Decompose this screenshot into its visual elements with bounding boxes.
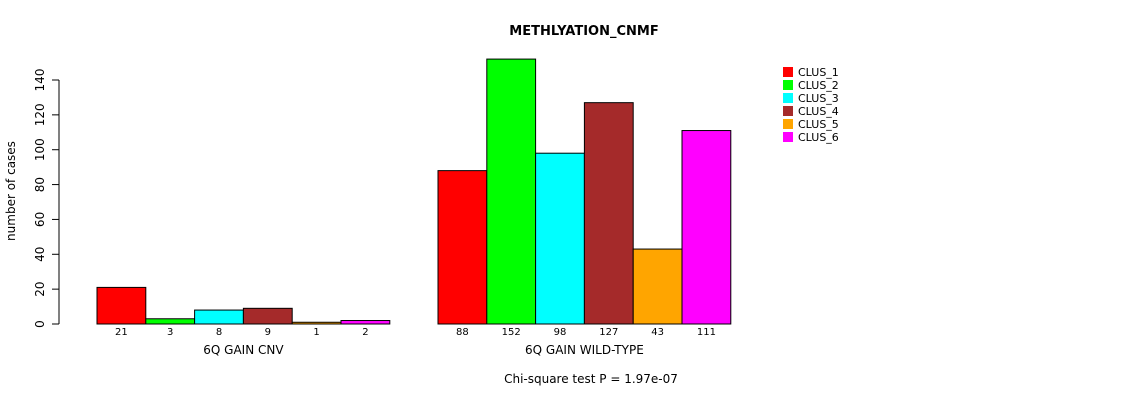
y-axis-label: number of cases — [4, 141, 18, 241]
y-tick-label: 140 — [33, 69, 47, 92]
legend-label-4: CLUS_4 — [798, 105, 839, 118]
y-tick-label: 40 — [33, 247, 47, 262]
bar-value-label: 88 — [456, 327, 469, 338]
group-label: 6Q GAIN CNV — [203, 343, 284, 357]
bar-2-5 — [632, 248, 683, 325]
bar-value-label: 2 — [362, 327, 368, 338]
bar-value-label: 152 — [502, 327, 521, 338]
group-label: 6Q GAIN WILD-TYPE — [525, 343, 644, 357]
bar-value-label: 21 — [115, 327, 128, 338]
y-tick-label: 60 — [33, 212, 47, 227]
bar-1-6 — [340, 320, 391, 325]
bar-value-label: 9 — [265, 327, 271, 338]
legend-swatch-3 — [783, 93, 793, 103]
bar-value-label: 8 — [216, 327, 222, 338]
bar-value-label: 3 — [167, 327, 173, 338]
legend-label-3: CLUS_3 — [798, 92, 839, 105]
bar-value-label: 111 — [697, 327, 716, 338]
bar-value-label: 1 — [313, 327, 319, 338]
bar-2-2 — [486, 58, 537, 325]
y-tick-label: 80 — [33, 177, 47, 192]
bar-2-6 — [681, 130, 732, 325]
y-tick-label: 100 — [33, 138, 47, 161]
legend-label-1: CLUS_1 — [798, 66, 839, 79]
y-tick-label: 120 — [33, 103, 47, 126]
legend-label-6: CLUS_6 — [798, 131, 839, 144]
legend-label-5: CLUS_5 — [798, 118, 839, 131]
bar-group-2: 88 152 98 127 43 111 6Q GAIN WILD-TYPE — [437, 58, 732, 357]
y-tick-label: 20 — [33, 282, 47, 297]
chart-title: METHLYATION_CNMF — [509, 24, 658, 39]
bar-groups: 21 3 8 9 1 2 6Q GAIN CNV 88 152 98 127 43 111 6Q GAIN… — [96, 58, 732, 357]
bar-value-label: 98 — [554, 327, 567, 338]
bar-1-4 — [242, 307, 293, 325]
bar-2-3 — [535, 152, 585, 325]
bar-1-2 — [145, 318, 196, 325]
legend-label-2: CLUS_2 — [798, 79, 839, 92]
legend-swatch-6 — [783, 132, 793, 142]
bar-value-label: 43 — [651, 327, 664, 338]
bar-1-1 — [96, 286, 147, 325]
bar-value-label: 127 — [599, 327, 618, 338]
chi-square-note: Chi-square test P = 1.97e-07 — [504, 372, 678, 386]
legend-swatch-1 — [783, 67, 793, 77]
bar-2-1 — [437, 170, 488, 325]
legend-swatch-4 — [783, 106, 793, 116]
bar-1-3 — [194, 309, 244, 325]
y-tick-label: 0 — [33, 320, 47, 328]
bar-1-5 — [291, 321, 342, 325]
bar-group-1: 21 3 8 9 1 2 6Q GAIN CNV — [96, 286, 391, 357]
legend-swatch-2 — [783, 80, 793, 90]
legend-swatch-5 — [783, 119, 793, 129]
bar-2-4 — [583, 102, 634, 325]
y-axis: 0 20 40 60 80 100 120 140 — [33, 69, 60, 328]
